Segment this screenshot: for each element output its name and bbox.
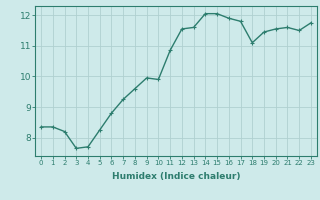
X-axis label: Humidex (Indice chaleur): Humidex (Indice chaleur) — [112, 172, 240, 181]
